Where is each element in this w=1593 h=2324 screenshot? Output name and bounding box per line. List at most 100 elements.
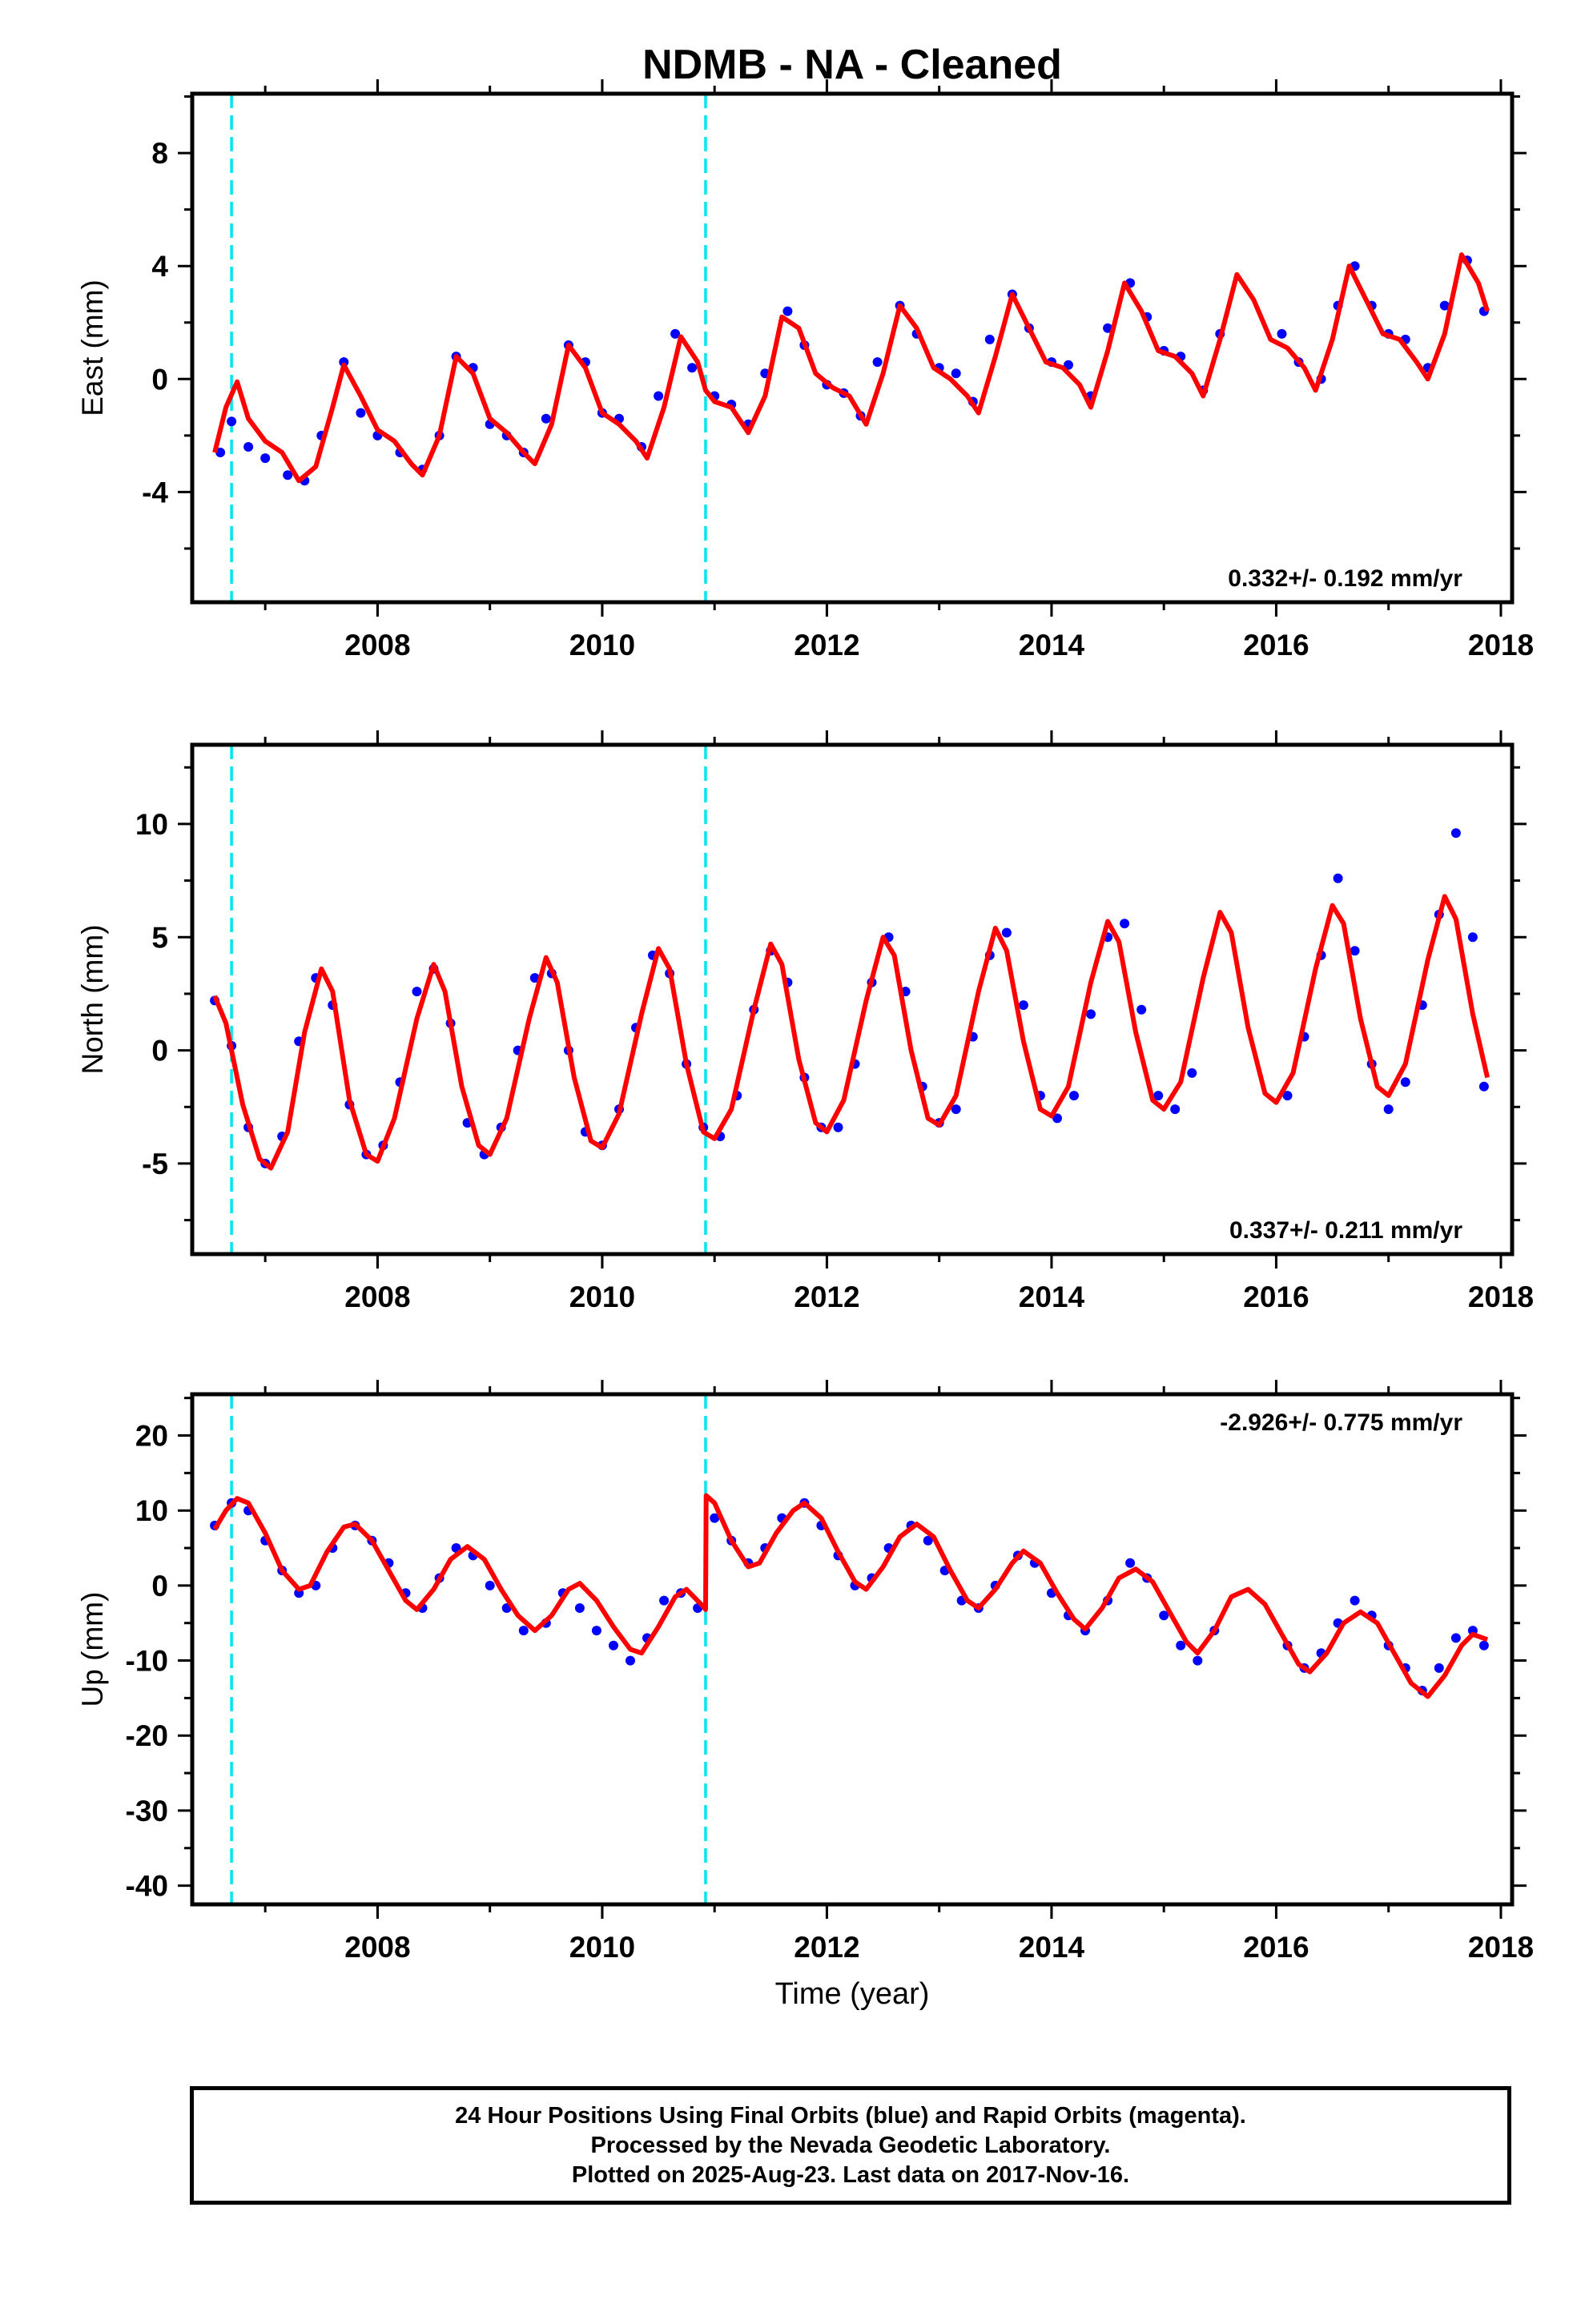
data-point	[574, 1603, 585, 1613]
data-point	[1478, 1640, 1489, 1651]
data-point	[1478, 1081, 1489, 1092]
rate-annotation: -2.926+/- 0.775 mm/yr	[1220, 1409, 1462, 1436]
x-tick-label: 2018	[1468, 1931, 1534, 1964]
x-axis-label: Time (year)	[775, 1977, 930, 2011]
data-point	[1064, 360, 1073, 370]
data-point	[227, 416, 237, 427]
x-tick-label: 2010	[569, 1281, 635, 1313]
y-tick-label: -5	[142, 1148, 168, 1180]
y-tick-label: -20	[126, 1719, 168, 1752]
data-point	[591, 1626, 601, 1636]
data-point	[1153, 1091, 1164, 1101]
y-tick-label: 0	[151, 1570, 168, 1602]
x-tick-label: 2012	[794, 629, 859, 661]
data-point	[1450, 828, 1461, 838]
y-tick-label: -4	[142, 476, 168, 509]
y-tick-label: 20	[135, 1420, 168, 1453]
x-tick-label: 2008	[344, 1281, 410, 1313]
data-point	[1103, 323, 1113, 333]
data-point	[1052, 1113, 1062, 1124]
data-point	[1069, 1091, 1079, 1101]
data-point	[609, 1640, 618, 1651]
x-tick-label: 2010	[569, 629, 635, 661]
plot-frame	[190, 91, 1515, 605]
caption-line-3: Plotted on 2025-Aug-23. Last data on 201…	[571, 2161, 1130, 2188]
data-point	[1120, 919, 1130, 929]
data-point	[1125, 1558, 1136, 1568]
data-point	[215, 448, 226, 457]
model-fit-line	[212, 1493, 1489, 1699]
data-point	[1001, 927, 1012, 938]
y-tick-label: 8	[151, 137, 168, 170]
caption-line-2: Processed by the Nevada Geodetic Laborat…	[590, 2132, 1111, 2158]
x-tick-label: 2014	[1019, 629, 1085, 661]
model-fit-line	[212, 252, 1490, 484]
data-point	[1450, 1633, 1461, 1643]
data-point	[1467, 932, 1478, 943]
data-point	[1383, 1104, 1394, 1115]
data-point	[654, 391, 664, 401]
data-point	[782, 306, 793, 316]
x-tick-label: 2014	[1019, 1931, 1085, 1964]
x-tick-label: 2012	[794, 1281, 859, 1313]
x-tick-label: 2008	[344, 1931, 410, 1964]
x-tick-label: 2016	[1243, 1281, 1309, 1313]
data-point	[260, 453, 271, 464]
x-tick-label: 2008	[344, 629, 410, 661]
model-fit-line	[212, 894, 1490, 1171]
x-tick-label: 2016	[1243, 629, 1309, 661]
caption-box: 24 Hour Positions Using Final Orbits (bl…	[190, 2086, 1511, 2205]
data-point	[670, 328, 681, 339]
data-point	[1176, 1640, 1186, 1651]
data-point	[1159, 1610, 1169, 1621]
plot-area	[210, 745, 1490, 1254]
y-tick-label: 5	[151, 921, 168, 954]
y-axis-label: Up (mm)	[76, 1592, 109, 1707]
rate-annotation: 0.337+/- 0.211 mm/yr	[1229, 1217, 1462, 1244]
data-point	[1434, 1663, 1444, 1673]
data-point	[1187, 1068, 1197, 1078]
y-tick-label: 10	[135, 808, 168, 841]
data-point	[951, 368, 961, 379]
panel-north: 2008 2010 2012 2014 2016 2018 10 5 0 -5 North (mm)…	[76, 730, 1534, 1313]
data-point	[243, 442, 254, 452]
data-point	[659, 1595, 670, 1606]
data-point	[626, 1655, 635, 1666]
data-point	[356, 408, 366, 418]
panel-east: 2008 2010 2012 2014 2016 2018 8 4 0 -4 East (mm) 0.…	[76, 79, 1534, 661]
plot-area	[212, 94, 1490, 602]
y-axis-label: North (mm)	[76, 924, 109, 1074]
y-tick-label: 10	[135, 1494, 168, 1527]
y-tick-label: 4	[151, 250, 168, 283]
data-point	[485, 1580, 495, 1590]
y-tick-label: -10	[126, 1645, 168, 1678]
data-point	[1193, 1655, 1203, 1666]
y-tick-label: -30	[126, 1795, 168, 1827]
data-point	[1400, 1077, 1410, 1088]
data-point	[833, 1122, 843, 1132]
x-tick-label: 2010	[569, 1931, 635, 1964]
data-point	[951, 1104, 961, 1115]
data-point	[687, 363, 698, 373]
data-point	[1136, 1004, 1147, 1015]
y-tick-label: 0	[151, 1035, 168, 1068]
caption-line-1: 24 Hour Positions Using Final Orbits (bl…	[455, 2102, 1246, 2129]
data-point	[529, 973, 540, 983]
x-tick-label: 2018	[1468, 629, 1534, 661]
y-axis-label: East (mm)	[76, 279, 109, 416]
x-tick-label: 2012	[794, 1931, 859, 1964]
chart-title: NDMB - NA - Cleaned	[642, 42, 1062, 88]
data-point	[1282, 1091, 1293, 1101]
data-point	[518, 1626, 529, 1636]
data-point	[541, 413, 551, 424]
data-point	[283, 470, 293, 480]
rate-annotation: 0.332+/- 0.192 mm/yr	[1228, 565, 1462, 592]
data-point	[923, 1535, 933, 1546]
plot-frame	[190, 742, 1515, 1256]
data-point	[1018, 1000, 1028, 1011]
data-point	[1439, 300, 1450, 311]
x-tick-label: 2014	[1019, 1281, 1085, 1313]
data-point	[1277, 328, 1287, 339]
